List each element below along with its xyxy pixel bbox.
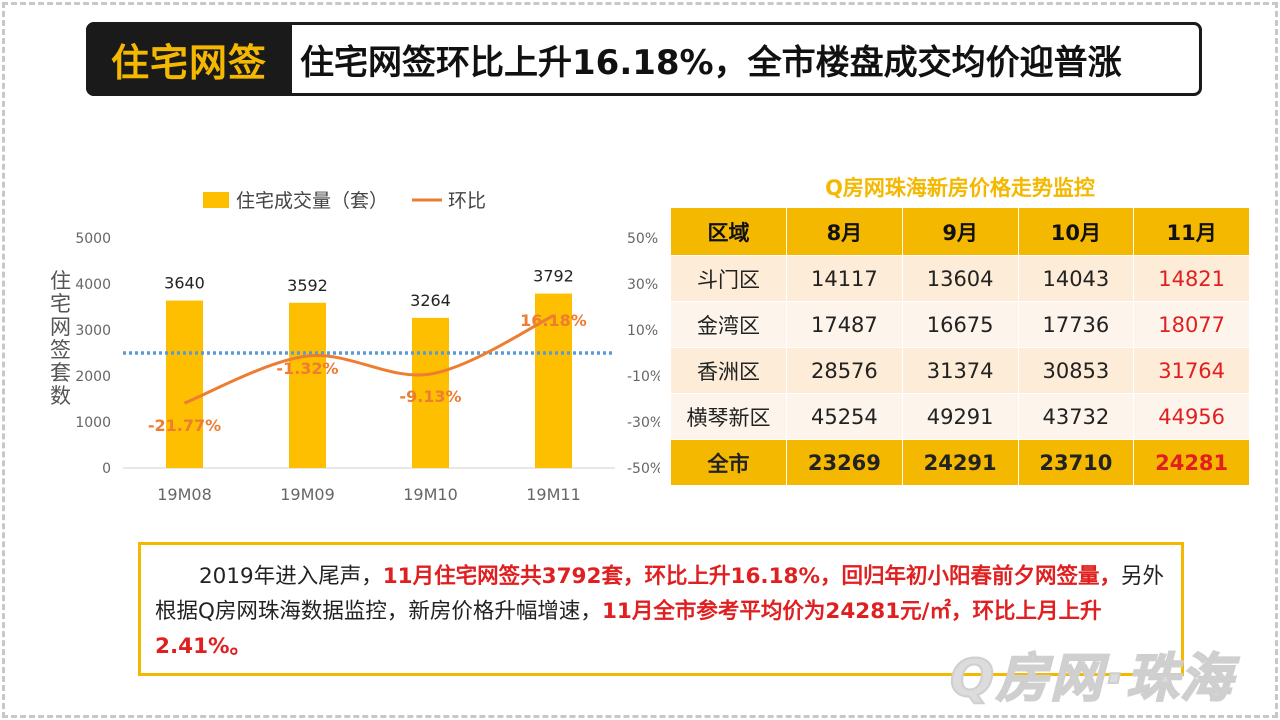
volume-bar bbox=[289, 302, 326, 468]
region-cell-total: 全市 bbox=[670, 439, 787, 486]
header-oct: 10月 bbox=[1017, 207, 1135, 256]
header-aug: 8月 bbox=[786, 207, 903, 256]
y-tick-label: 5000 bbox=[75, 231, 111, 247]
price-cell-highlight: 24281 bbox=[1133, 439, 1250, 486]
summary-box: 2019年进入尾声，11月住宅网签共3792套，环比上升16.18%，回归年初小… bbox=[138, 542, 1184, 676]
summary-text: 2019年进入尾声， bbox=[199, 564, 383, 589]
price-cell-highlight: 18077 bbox=[1133, 301, 1250, 348]
price-cell-highlight: 14821 bbox=[1133, 255, 1250, 302]
line-value-label: -1.32% bbox=[276, 359, 338, 378]
table-row: 香洲区 28576 31374 30853 31764 bbox=[670, 347, 1250, 394]
summary-text: 另外根据Q房网珠海数据监控，新房价格升幅增速， bbox=[155, 564, 1165, 624]
y-axis-title: 住宅网签套数 bbox=[50, 269, 71, 408]
y-tick-label: 1000 bbox=[75, 415, 111, 431]
table-row: 斗门区 14117 13604 14043 14821 bbox=[670, 255, 1250, 302]
section-tag: 住宅网签 bbox=[86, 22, 292, 96]
header-sep: 9月 bbox=[901, 207, 1019, 256]
table-row: 横琴新区 45254 49291 43732 44956 bbox=[670, 393, 1250, 440]
y2-tick-label: -30% bbox=[627, 415, 660, 431]
line-value-label: -21.77% bbox=[148, 416, 221, 435]
region-cell: 横琴新区 bbox=[670, 393, 787, 440]
y2-tick-label: -50% bbox=[627, 461, 660, 477]
legend-line-label: 环比 bbox=[448, 190, 486, 212]
price-cell: 49291 bbox=[901, 393, 1019, 440]
price-cell-highlight: 31764 bbox=[1133, 347, 1250, 394]
region-cell: 金湾区 bbox=[670, 301, 787, 348]
legend-bar-swatch bbox=[203, 192, 229, 208]
bar-value-label: 3264 bbox=[410, 291, 451, 310]
volume-bar bbox=[412, 317, 449, 468]
price-cell: 14117 bbox=[786, 255, 903, 302]
y2-tick-label: 30% bbox=[627, 277, 658, 293]
price-cell: 28576 bbox=[786, 347, 903, 394]
price-cell: 14043 bbox=[1017, 255, 1135, 302]
y2-tick-label: -10% bbox=[627, 369, 660, 385]
price-cell: 24291 bbox=[901, 439, 1019, 486]
chart-legend: 住宅成交量（套） 环比 bbox=[203, 190, 486, 212]
price-cell: 23269 bbox=[786, 439, 903, 486]
price-cell: 31374 bbox=[901, 347, 1019, 394]
summary-highlight: 11月全市参考平均价为24281元/㎡，环比上月上升2.41%。 bbox=[155, 599, 1102, 659]
x-tick-label: 19M09 bbox=[280, 485, 335, 504]
header-region: 区域 bbox=[670, 207, 787, 256]
y-tick-label: 3000 bbox=[75, 323, 111, 339]
summary-highlight: 11月住宅网签共3792套，环比上升16.18%，回归年初小阳春前夕网签量， bbox=[382, 564, 1122, 589]
price-cell: 17736 bbox=[1017, 301, 1135, 348]
x-tick-label: 19M11 bbox=[526, 485, 581, 504]
y-tick-label: 0 bbox=[102, 461, 111, 477]
price-cell-highlight: 44956 bbox=[1133, 393, 1250, 440]
page-title: 住宅网签环比上升16.18%，全市楼盘成交均价迎普涨 bbox=[300, 42, 1122, 83]
price-cell: 43732 bbox=[1017, 393, 1135, 440]
price-cell: 30853 bbox=[1017, 347, 1135, 394]
table-row: 金湾区 17487 16675 17736 18077 bbox=[670, 301, 1250, 348]
price-table-header-row: 区域 8月 9月 10月 11月 bbox=[670, 207, 1250, 256]
legend-bar-label: 住宅成交量（套） bbox=[236, 190, 388, 212]
table-row-total: 全市 23269 24291 23710 24281 bbox=[670, 439, 1250, 486]
volume-bar bbox=[166, 300, 203, 468]
y2-tick-label: 50% bbox=[627, 231, 658, 247]
header-nov: 11月 bbox=[1133, 207, 1250, 256]
y2-tick-label: 10% bbox=[627, 323, 658, 339]
bar-value-label: 3792 bbox=[533, 267, 574, 286]
line-value-label: -9.13% bbox=[399, 387, 461, 406]
mom-change-line bbox=[183, 314, 555, 405]
region-cell: 香洲区 bbox=[670, 347, 787, 394]
price-cell: 23710 bbox=[1017, 439, 1135, 486]
x-tick-label: 19M08 bbox=[157, 485, 212, 504]
price-cell: 17487 bbox=[786, 301, 903, 348]
bar-value-label: 3640 bbox=[164, 274, 205, 293]
x-tick-label: 19M10 bbox=[403, 485, 458, 504]
bar-value-label: 3592 bbox=[287, 276, 328, 295]
price-table: 区域 8月 9月 10月 11月 斗门区 14117 13604 14043 1… bbox=[670, 207, 1250, 486]
price-table-title: Q房网珠海新房价格走势监控 bbox=[825, 176, 1095, 200]
price-cell: 16675 bbox=[901, 301, 1019, 348]
brand-watermark: Q房网·珠海 bbox=[949, 648, 1234, 710]
price-cell: 45254 bbox=[786, 393, 903, 440]
y-tick-label: 4000 bbox=[75, 277, 111, 293]
price-cell: 13604 bbox=[901, 255, 1019, 302]
line-value-label: 16.18% bbox=[520, 311, 587, 330]
region-cell: 斗门区 bbox=[670, 255, 787, 302]
y-tick-label: 2000 bbox=[75, 369, 111, 385]
combo-chart: 住宅成交量（套） 环比 住宅网签套数 0 1000 2000 3000 4000 5000… bbox=[50, 190, 660, 504]
